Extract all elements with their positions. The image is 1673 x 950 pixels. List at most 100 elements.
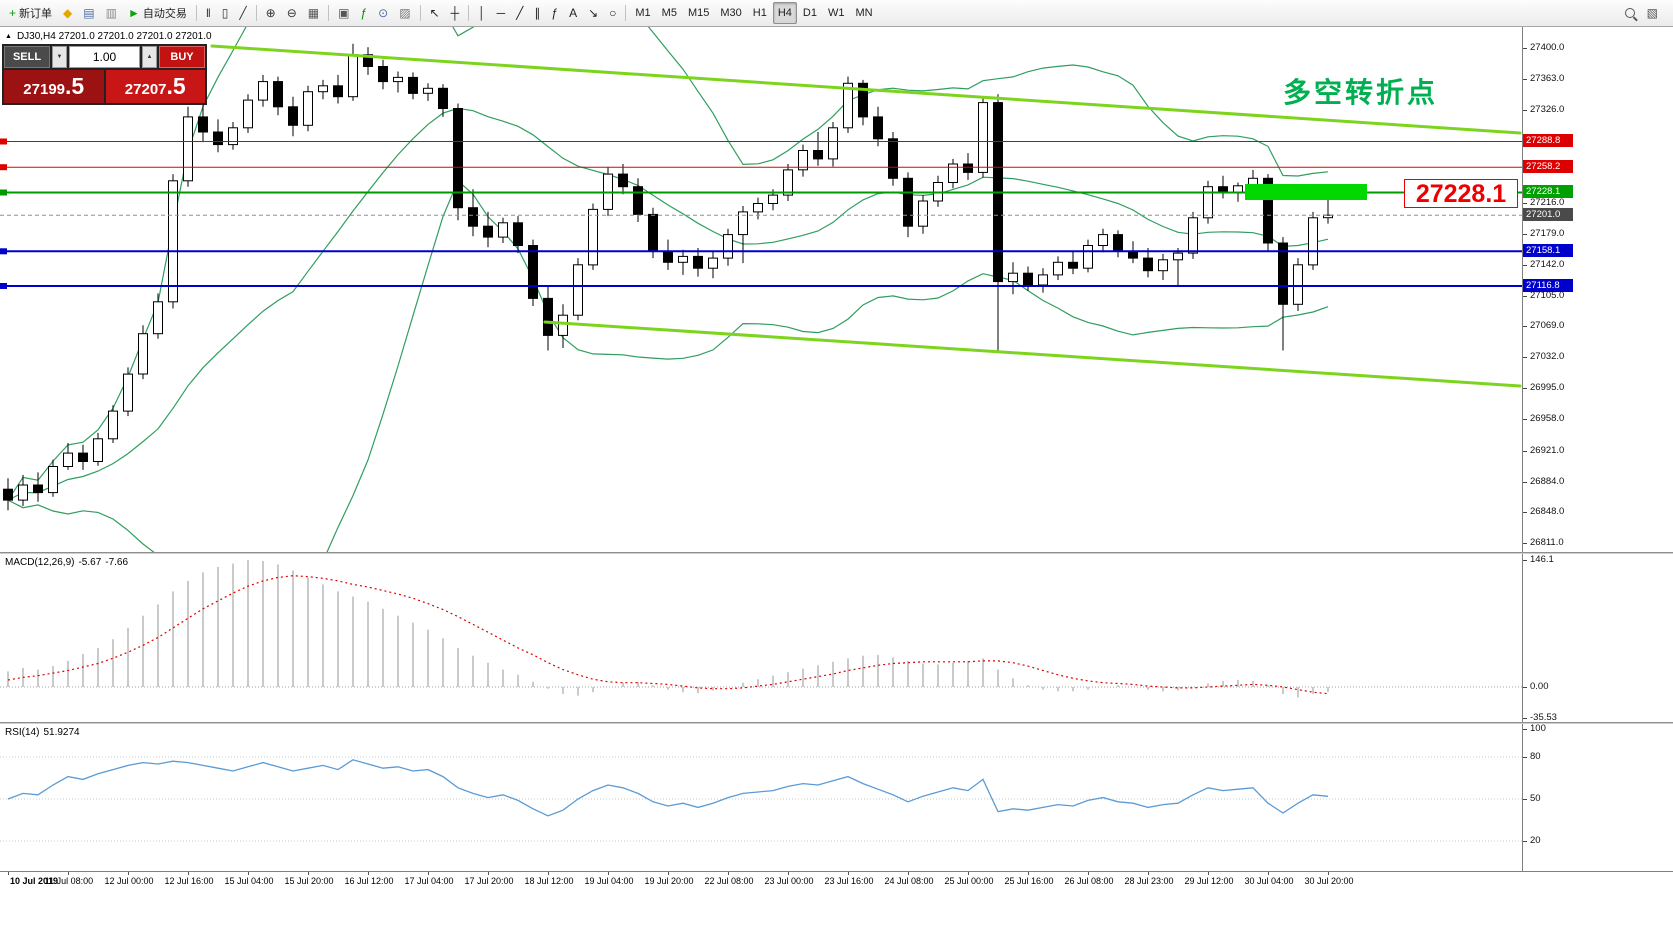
vertical-line-button[interactable]: │ <box>473 2 491 24</box>
price-axis[interactable]: 27400.0 27363.0 27326.0 27216.0 27179.0 27142… <box>1522 27 1673 871</box>
time-tick-mark <box>248 872 249 875</box>
main-toolbar: + 新订单 ◆ ▤ ▥ ► 自动交易 ‖ ▯ ╱ ⊕ ⊖ ▦ ▣ ƒ ⊙ ▨ ↖ ┼ │ ─ ╱ ∥ ƒ A ↘ ○ M1 M5 M15 M… <box>0 0 1673 27</box>
time-tick-mark <box>128 872 129 875</box>
time-tick-mark <box>848 872 849 875</box>
candlestick-chart-button[interactable]: ▯ <box>217 2 234 24</box>
buy-button[interactable]: BUY <box>159 46 205 68</box>
price-axis-tick: 26884.0 <box>1530 476 1565 487</box>
axis-tick-mark <box>1523 687 1527 688</box>
macd-chart[interactable] <box>0 554 1522 722</box>
history-button[interactable]: ▥ <box>101 2 122 24</box>
axis-tick-mark <box>1523 388 1527 389</box>
templates-button[interactable]: ▨ <box>394 2 415 24</box>
chart-shift-button-icon: ▧ <box>1646 6 1658 20</box>
rsi-axis-tick: 100 <box>1530 723 1546 734</box>
timeframe-w1-button[interactable]: W1 <box>823 2 850 24</box>
vertical-line-button-icon: │ <box>478 6 486 20</box>
deposit-button[interactable]: ◆ <box>58 2 77 24</box>
zoom-in-button[interactable]: ⊕ <box>261 2 281 24</box>
arrows-button[interactable]: ↘ <box>583 2 603 24</box>
axis-tick-mark <box>1523 265 1527 266</box>
oneclick-collapse-icon[interactable]: ▲ <box>5 33 12 40</box>
fibonacci-button-icon: ƒ <box>551 6 559 20</box>
macd-value-main: -5.67 <box>78 557 102 568</box>
time-axis-label: 12 Jul 16:00 <box>164 876 214 886</box>
zoom-in-button-icon: ⊕ <box>265 6 276 20</box>
periods-button[interactable]: ⊙ <box>373 2 393 24</box>
time-tick-mark <box>488 872 489 875</box>
time-axis[interactable]: 10 Jul 2019 11 Jul 08:00 12 Jul 00:00 12 Ju… <box>0 871 1673 894</box>
time-axis-label: 18 Jul 12:00 <box>524 876 574 886</box>
turning-point-annotation: 多空转折点 <box>1283 77 1439 108</box>
timeframe-d1-button[interactable]: D1 <box>798 2 822 24</box>
time-axis-label: 24 Jul 08:00 <box>884 876 934 886</box>
timeframe-m15-button[interactable]: M15 <box>683 2 714 24</box>
time-tick-mark <box>1208 872 1209 875</box>
magnifier-icon <box>1624 8 1635 18</box>
timeframe-m30-button[interactable]: M30 <box>715 2 746 24</box>
chart-symbol-info: ▲ DJ30,H4 27201.0 27201.0 27201.0 27201.… <box>5 31 212 42</box>
time-tick-mark <box>908 872 909 875</box>
timeframe-m1-button[interactable]: M1 <box>630 2 655 24</box>
time-tick-mark <box>68 872 69 875</box>
price-axis-tick: 27216.0 <box>1530 197 1565 208</box>
text-button[interactable]: A <box>564 2 582 24</box>
history-button-icon: ▥ <box>105 6 117 20</box>
terminal-button[interactable]: ▤ <box>78 2 99 24</box>
price-axis-tick: 27179.0 <box>1530 228 1565 239</box>
timeframe-m5-button[interactable]: M5 <box>657 2 682 24</box>
timeframe-mn-button[interactable]: MN <box>850 2 877 24</box>
panel-separator[interactable] <box>0 722 1673 724</box>
chart-shift-button[interactable]: ▧ <box>1642 2 1663 24</box>
channel-button[interactable]: ∥ <box>529 2 545 24</box>
main-chart-panel: ▲ DJ30,H4 27201.0 27201.0 27201.0 27201.… <box>0 27 1522 552</box>
timeframe-m5-button-label: M5 <box>661 7 677 19</box>
line-chart-button[interactable]: ╱ <box>234 2 251 24</box>
shapes-button[interactable]: ○ <box>604 2 621 24</box>
timeframe-m30-button-label: M30 <box>720 7 742 19</box>
axis-tick-mark <box>1523 326 1527 327</box>
macd-axis-tick: 146.1 <box>1530 554 1554 565</box>
lot-size-input[interactable] <box>69 46 140 68</box>
autotrading-button-icon: ► <box>127 6 140 20</box>
price-axis-tick: 27142.0 <box>1530 259 1565 270</box>
axis-tick-mark <box>1523 757 1527 758</box>
terminal-button-icon: ▤ <box>83 6 95 20</box>
cursor-button[interactable]: ↖ <box>425 2 445 24</box>
timeframe-w1-button-label: W1 <box>827 7 845 19</box>
rsi-chart[interactable] <box>0 724 1522 871</box>
axis-tick-mark <box>1523 512 1527 513</box>
time-tick-mark <box>1088 872 1089 875</box>
sell-price[interactable]: 27199.5 <box>4 70 104 103</box>
price-callout: 27228.1 <box>1404 179 1518 208</box>
grid-button[interactable]: ▦ <box>303 2 324 24</box>
price-badge: 27201.0 <box>1523 208 1573 221</box>
axis-tick-mark <box>1523 451 1527 452</box>
price-axis-tick: 27400.0 <box>1530 42 1565 53</box>
timeframe-m1-button-label: M1 <box>635 7 651 19</box>
channel-button-icon: ∥ <box>534 6 541 20</box>
panel-separator[interactable] <box>0 552 1673 554</box>
autotrading-button[interactable]: ► 自动交易 <box>123 2 192 24</box>
new-order-button[interactable]: + 新订单 <box>4 2 57 24</box>
timeframe-h4-button[interactable]: H4 <box>772 2 797 24</box>
axis-tick-mark <box>1523 234 1527 235</box>
crosshair-button[interactable]: ┼ <box>446 2 465 24</box>
lot-decrease-button[interactable]: ▼ <box>52 46 67 68</box>
fibonacci-button[interactable]: ƒ <box>546 2 563 24</box>
sell-button[interactable]: SELL <box>4 46 50 68</box>
timeframe-m15-button-label: M15 <box>687 7 710 19</box>
zoom-out-button[interactable]: ⊖ <box>282 2 302 24</box>
lot-increase-button[interactable]: ▲ <box>142 46 157 68</box>
search-button[interactable] <box>1620 2 1640 24</box>
time-tick-mark <box>1268 872 1269 875</box>
trendline-button[interactable]: ╱ <box>511 2 528 24</box>
bar-chart-button[interactable]: ‖ <box>201 2 216 24</box>
time-axis-label: 12 Jul 00:00 <box>104 876 154 886</box>
buy-price[interactable]: 27207.5 <box>105 70 205 103</box>
timeframe-h1-button[interactable]: H1 <box>748 2 772 24</box>
tile-windows-button[interactable]: ▣ <box>333 2 354 24</box>
horizontal-line-button[interactable]: ─ <box>492 2 511 24</box>
indicators-button[interactable]: ƒ <box>355 2 372 24</box>
candlestick-chart[interactable] <box>0 27 1522 552</box>
